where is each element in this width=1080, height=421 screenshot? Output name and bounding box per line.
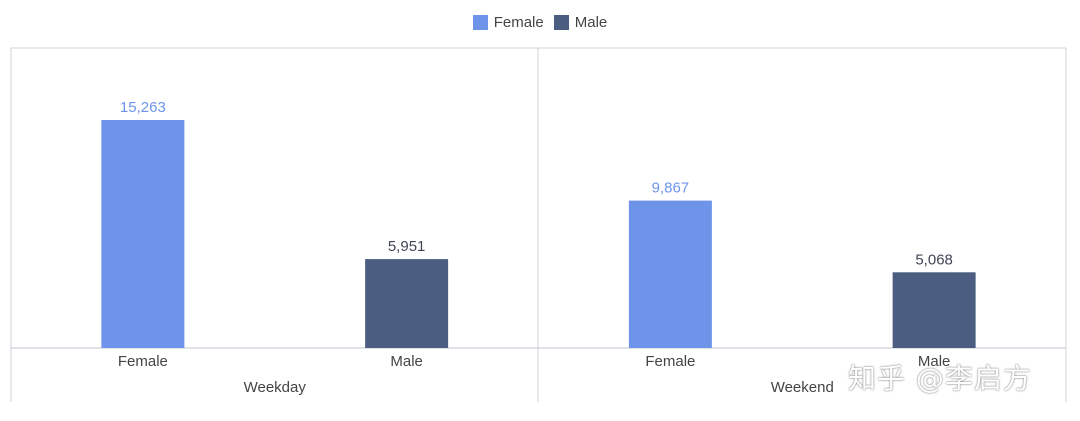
bar-weekday-female	[101, 120, 185, 348]
legend-label-male: Male	[574, 14, 608, 31]
data-label-weekend-male: 5,068	[915, 251, 953, 268]
data-label-weekday-female: 15,263	[120, 99, 166, 116]
group-label-weekday: Weekday	[244, 379, 307, 396]
x-tick-label-weekend-male: Male	[918, 353, 951, 370]
legend-swatch-male	[553, 15, 569, 30]
data-label-weekend-female: 9,867	[652, 180, 690, 197]
data-label-weekday-male: 5,951	[388, 238, 426, 255]
bar-weekend-female	[628, 200, 712, 348]
group-label-weekend: Weekend	[771, 379, 834, 396]
x-tick-label-weekday-male: Male	[390, 353, 423, 370]
legend-label-female: Female	[493, 14, 544, 31]
bar-weekend-male	[892, 272, 976, 348]
x-tick-label-weekday-female: Female	[118, 353, 168, 370]
legend-item-female[interactable]: Female	[472, 14, 544, 31]
bar-weekday-male	[365, 259, 449, 348]
legend-swatch-female	[472, 15, 488, 30]
x-tick-label-weekend-female: Female	[645, 353, 695, 370]
legend-item-male[interactable]: Male	[553, 14, 608, 31]
legend: Female Male	[0, 14, 1080, 31]
watermark: 知乎 @李启方	[848, 362, 1032, 395]
